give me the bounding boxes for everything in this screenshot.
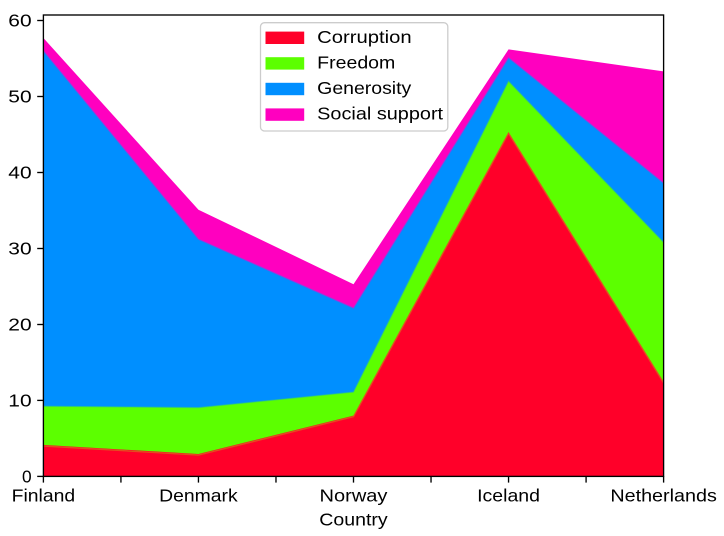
svg-text:Freedom: Freedom: [317, 52, 395, 72]
svg-text:10: 10: [8, 390, 31, 410]
svg-text:20: 20: [8, 315, 31, 335]
svg-text:Norway: Norway: [320, 485, 388, 505]
svg-text:40: 40: [8, 163, 31, 183]
svg-text:30: 30: [8, 239, 31, 259]
svg-text:Netherlands: Netherlands: [610, 485, 717, 505]
svg-text:60: 60: [8, 11, 31, 31]
svg-text:Social support: Social support: [317, 104, 443, 124]
svg-text:Corruption: Corruption: [317, 27, 412, 47]
svg-text:Country: Country: [319, 510, 388, 530]
svg-text:Generosity: Generosity: [317, 78, 411, 98]
svg-text:0: 0: [22, 466, 32, 486]
svg-text:Denmark: Denmark: [159, 485, 238, 505]
svg-text:Iceland: Iceland: [477, 485, 540, 505]
svg-text:50: 50: [8, 87, 31, 107]
svg-text:Finland: Finland: [12, 485, 76, 505]
